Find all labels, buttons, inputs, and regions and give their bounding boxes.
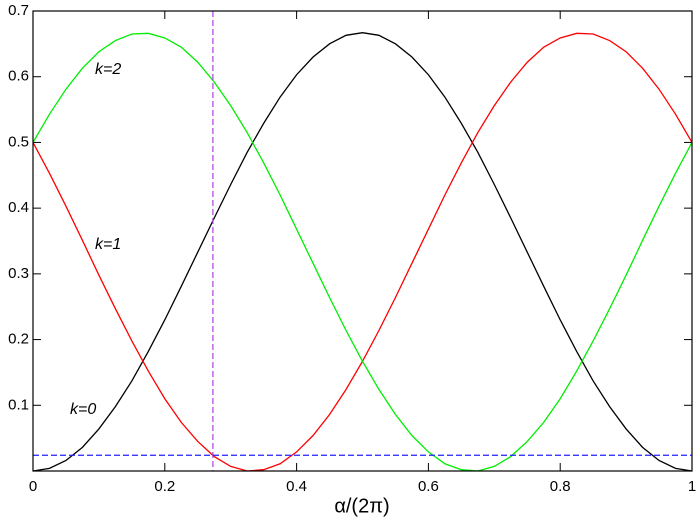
x-tick-label: 0.8 bbox=[550, 478, 571, 495]
series-line bbox=[32, 32, 693, 472]
series-label: k=1 bbox=[95, 236, 121, 253]
x-tick-label: 0.4 bbox=[286, 478, 307, 495]
x-axis-title: α/(2π) bbox=[334, 495, 389, 517]
x-tick-label: 0.6 bbox=[418, 478, 439, 495]
y-tick-label: 0.3 bbox=[8, 265, 29, 282]
y-tick-label: 0.1 bbox=[8, 396, 29, 413]
series-label: k=0 bbox=[70, 401, 96, 418]
x-tick-label: 0.2 bbox=[154, 478, 175, 495]
x-tick-label: 0 bbox=[29, 478, 37, 495]
y-tick-label: 0.5 bbox=[8, 133, 29, 150]
series-line bbox=[32, 32, 693, 472]
y-tick-label: 0.6 bbox=[8, 68, 29, 85]
plot-frame bbox=[32, 10, 693, 472]
y-tick-label: 0.7 bbox=[8, 2, 29, 19]
series-label: k=2 bbox=[95, 61, 121, 78]
x-tick-label: 1 bbox=[688, 478, 696, 495]
y-tick-label: 0.2 bbox=[8, 331, 29, 348]
y-tick-label: 0.4 bbox=[8, 199, 29, 216]
series-line bbox=[32, 32, 693, 472]
